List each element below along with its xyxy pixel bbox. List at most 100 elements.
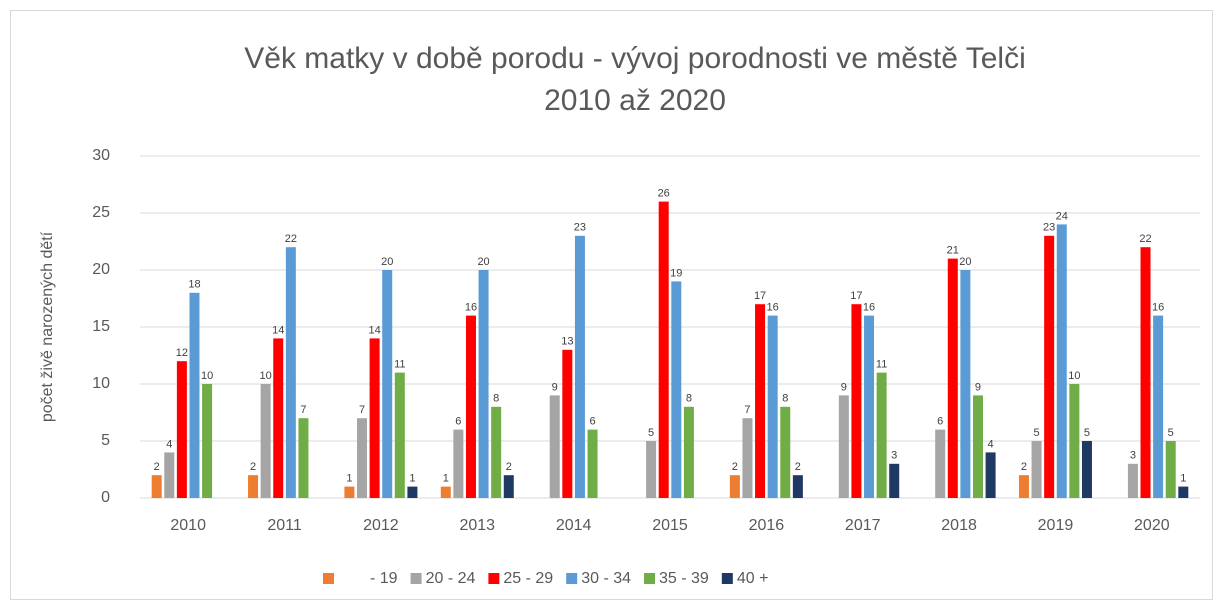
value-label: 2: [154, 461, 160, 473]
x-tick-label: 2018: [941, 517, 977, 534]
value-label: 5: [1084, 427, 1090, 439]
chart-border: [10, 10, 1213, 600]
legend-label: 30 - 34: [581, 570, 631, 587]
value-label: 16: [465, 302, 477, 314]
x-tick-label: 2014: [556, 517, 592, 534]
bar: [658, 201, 669, 498]
bar: [889, 463, 900, 498]
bar: [767, 315, 778, 498]
y-tick-label: 5: [101, 432, 110, 449]
value-label: 10: [260, 370, 272, 382]
bar: [465, 315, 476, 498]
y-axis-label: počet živě narozených dětí: [39, 231, 56, 422]
value-label: 3: [891, 450, 897, 462]
bar: [1018, 475, 1029, 498]
value-label: 7: [359, 404, 365, 416]
value-label: 22: [1139, 233, 1151, 245]
bar: [503, 475, 514, 498]
bar: [273, 338, 284, 498]
value-label: 1: [1180, 473, 1186, 485]
value-label: 16: [767, 302, 779, 314]
legend-label: 35 - 39: [659, 570, 709, 587]
bar: [671, 281, 682, 498]
bar: [1127, 463, 1138, 498]
bar: [729, 475, 740, 498]
y-tick-label: 25: [92, 204, 110, 221]
bar: [202, 384, 213, 498]
value-label: 12: [176, 347, 188, 359]
bar: [755, 304, 766, 498]
bar: [382, 270, 393, 498]
bar: [683, 406, 694, 498]
legend-marker: [721, 573, 733, 584]
bar: [562, 349, 573, 498]
bar: [876, 372, 887, 498]
x-tick-label: 2012: [363, 517, 399, 534]
bar: [1178, 486, 1189, 498]
y-tick-label: 30: [92, 147, 110, 164]
bar: [960, 270, 971, 498]
y-tick-label: 15: [92, 318, 110, 335]
bar: [440, 486, 451, 498]
bar: [1069, 384, 1080, 498]
value-label: 9: [841, 381, 847, 393]
bar: [935, 429, 946, 498]
value-label: 14: [368, 324, 380, 336]
value-label: 4: [988, 438, 994, 450]
value-label: 19: [670, 267, 682, 279]
value-label: 2: [1021, 461, 1027, 473]
bar: [1165, 441, 1176, 498]
bar: [864, 315, 875, 498]
bar: [369, 338, 380, 498]
value-label: 17: [850, 290, 862, 302]
legend-marker: [566, 573, 578, 584]
bar: [1031, 441, 1042, 498]
bar: [260, 384, 271, 498]
value-label: 3: [1130, 450, 1136, 462]
bar: [780, 406, 791, 498]
value-label: 16: [1152, 302, 1164, 314]
bar: [1044, 235, 1055, 499]
bar: [394, 372, 405, 498]
value-label: 18: [188, 279, 200, 291]
bar: [1056, 224, 1067, 498]
value-label: 24: [1056, 210, 1068, 222]
value-label: 1: [443, 473, 449, 485]
legend-marker: [410, 573, 422, 584]
bar: [453, 429, 464, 498]
bar: [1081, 441, 1092, 498]
legend-marker: [488, 573, 500, 584]
value-label: 6: [455, 416, 461, 428]
bar: [298, 418, 309, 498]
y-tick-label: 10: [92, 375, 110, 392]
bar: [176, 361, 187, 498]
legend-marker: [644, 573, 656, 584]
value-label: 21: [947, 245, 959, 257]
value-label: 2: [250, 461, 256, 473]
bar: [491, 406, 502, 498]
value-label: 6: [589, 416, 595, 428]
value-label: 1: [409, 473, 415, 485]
bar: [838, 395, 849, 498]
bar: [1153, 315, 1164, 498]
value-label: 8: [782, 393, 788, 405]
value-label: 23: [1043, 222, 1055, 234]
bar: [947, 258, 958, 498]
value-label: 1: [346, 473, 352, 485]
bar: [151, 475, 162, 498]
bar: [357, 418, 368, 498]
x-tick-label: 2015: [652, 517, 688, 534]
x-tick-label: 2020: [1134, 517, 1170, 534]
x-tick-label: 2011: [267, 517, 302, 534]
value-label: 22: [285, 233, 297, 245]
bar: [972, 395, 983, 498]
value-label: 2: [795, 461, 801, 473]
value-label: 10: [1068, 370, 1080, 382]
bar: [587, 429, 598, 498]
value-label: 17: [754, 290, 766, 302]
bar: [407, 486, 418, 498]
legend-label: 25 - 29: [503, 570, 553, 587]
value-label: 23: [574, 222, 586, 234]
value-label: 8: [686, 393, 692, 405]
bar: [344, 486, 355, 498]
